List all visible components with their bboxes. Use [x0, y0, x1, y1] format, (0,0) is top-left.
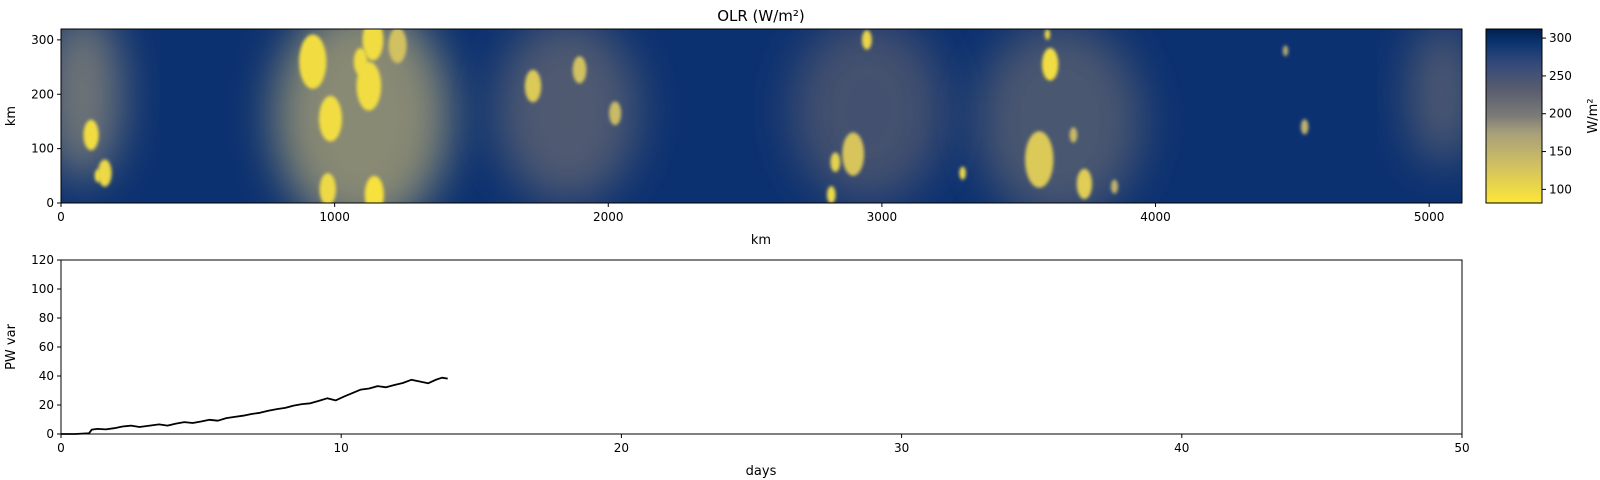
olr-convective-cell — [83, 119, 99, 151]
pw-x-tick-label: 0 — [57, 441, 65, 455]
olr-diffuse-region — [791, 29, 945, 203]
olr-panel: OLR (W/m²) 0 1000 2000 3000 4000 5000 0 100 200… — [4, 7, 1463, 248]
colorbar-label: W/m² — [1586, 98, 1600, 133]
olr-heatmap-field — [61, 29, 1462, 203]
pw-y-tick-label: 60 — [39, 340, 54, 354]
olr-title: OLR (W/m²) — [717, 7, 805, 25]
olr-convective-cell — [830, 152, 841, 173]
olr-convective-cell — [353, 48, 368, 76]
olr-y-ticks: 0 100 200 300 — [31, 33, 61, 210]
olr-convective-cell — [1069, 127, 1078, 143]
olr-convective-cell — [362, 29, 384, 61]
olr-convective-cell — [609, 101, 622, 126]
olr-diffuse-region — [977, 29, 1142, 203]
pw-y-tick-label: 100 — [31, 282, 54, 296]
pw-x-tick-label: 50 — [1454, 441, 1469, 455]
pw-x-ticks: 0 10 20 30 40 50 — [57, 434, 1470, 455]
olr-convective-cell — [1076, 168, 1093, 200]
colorbar-tick-label: 300 — [1549, 31, 1572, 45]
pw-x-axis-label: days — [746, 464, 777, 479]
olr-y-tick-label: 200 — [31, 87, 54, 101]
olr-diffuse-region — [274, 29, 450, 203]
olr-y-axis-label: km — [4, 106, 19, 126]
colorbar-gradient — [1485, 28, 1543, 204]
pw-y-tick-label: 20 — [39, 398, 54, 412]
olr-convective-cell — [388, 29, 407, 64]
olr-convective-cell — [842, 132, 865, 176]
olr-y-tick-label: 100 — [31, 142, 54, 156]
olr-y-tick-label: 300 — [31, 33, 54, 47]
olr-convective-cell — [826, 186, 836, 203]
olr-convective-cell — [364, 175, 384, 203]
olr-x-tick-label: 4000 — [1140, 210, 1171, 224]
colorbar-tick-label: 250 — [1549, 69, 1572, 83]
olr-convective-cell — [97, 159, 112, 187]
olr-convective-cell — [1110, 179, 1119, 194]
olr-x-tick-label: 2000 — [593, 210, 624, 224]
pw-panel: 0 10 20 30 40 50 0 20 40 60 80 100 120 days PW var — [4, 253, 1470, 479]
colorbar-tick-label: 150 — [1549, 145, 1572, 159]
pw-y-tick-label: 80 — [39, 311, 54, 325]
pw-plot-frame — [60, 259, 1463, 435]
olr-convective-cell — [94, 169, 102, 183]
olr-heatmap-background — [61, 29, 1462, 203]
pw-x-tick-label: 10 — [334, 441, 349, 455]
pw-y-tick-label: 0 — [46, 427, 54, 441]
colorbar-ticks: 100 150 200 250 300 — [1542, 31, 1572, 196]
olr-plot-frame — [60, 28, 1463, 204]
pw-var-series-line — [61, 376, 448, 435]
olr-convective-cell — [1041, 48, 1059, 81]
olr-convective-cell — [299, 34, 327, 89]
olr-convective-cell — [319, 173, 336, 203]
olr-colorbar: 100 150 200 250 300 W/m² — [1485, 28, 1600, 204]
olr-x-tick-label: 3000 — [867, 210, 898, 224]
colorbar-tick-label: 100 — [1549, 182, 1572, 196]
olr-x-tick-label: 0 — [57, 210, 65, 224]
olr-convective-cell — [319, 95, 343, 142]
olr-convective-cell — [1300, 119, 1309, 135]
olr-convective-cell — [1282, 45, 1289, 57]
olr-convective-cell — [861, 30, 872, 50]
pw-x-tick-label: 20 — [614, 441, 629, 455]
olr-diffuse-region — [61, 29, 122, 182]
olr-x-tick-label: 5000 — [1414, 210, 1445, 224]
pw-x-tick-label: 30 — [894, 441, 909, 455]
olr-x-axis-label: km — [751, 233, 771, 248]
olr-convective-cell — [1025, 131, 1054, 188]
olr-convective-cell — [524, 69, 542, 103]
colorbar-tick-label: 200 — [1549, 107, 1572, 121]
olr-x-ticks: 0 1000 2000 3000 4000 5000 — [57, 203, 1444, 224]
pw-y-tick-label: 40 — [39, 369, 54, 383]
olr-convective-cell — [1044, 29, 1051, 40]
pw-y-axis-label: PW var — [4, 323, 19, 369]
olr-convective-cell — [572, 56, 587, 84]
pw-x-tick-label: 40 — [1174, 441, 1189, 455]
olr-diffuse-region — [1410, 29, 1462, 165]
pw-y-tick-label: 120 — [31, 253, 54, 267]
olr-x-tick-label: 1000 — [319, 210, 350, 224]
pw-y-ticks: 0 20 40 60 80 100 120 — [31, 253, 61, 441]
olr-convective-cell — [959, 166, 966, 180]
olr-y-tick-label: 0 — [46, 196, 54, 210]
